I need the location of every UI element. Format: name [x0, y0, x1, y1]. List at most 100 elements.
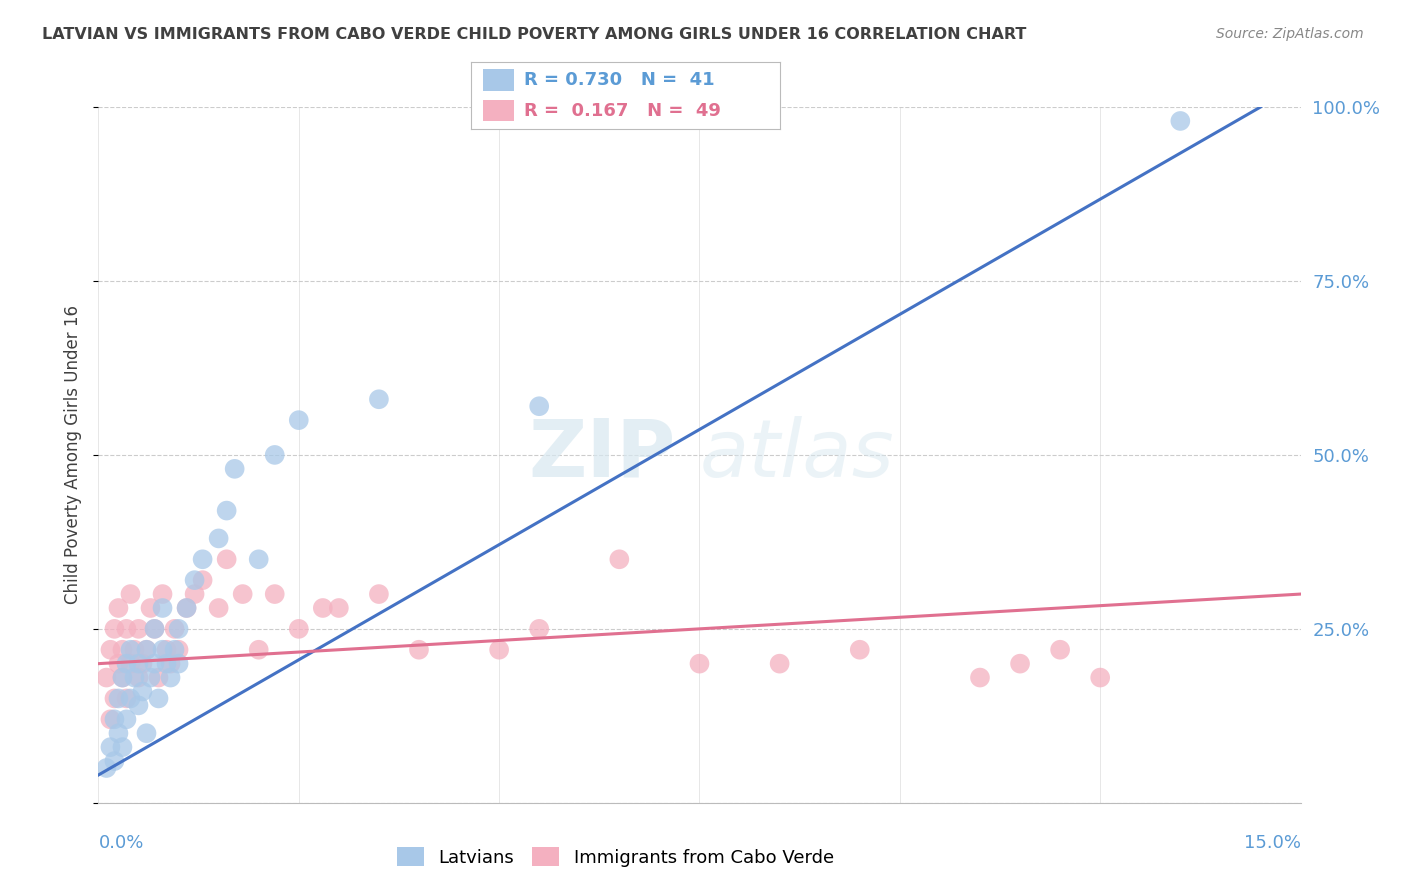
Point [96, 671, 118, 685]
Point [115, 622, 138, 636]
Text: atlas: atlas [700, 416, 894, 494]
Point [1049, 642, 1071, 657]
Point [107, 726, 129, 740]
Point [328, 601, 350, 615]
Point [115, 657, 138, 671]
Bar [484, 100, 515, 121]
Point [120, 642, 142, 657]
Point [529, 622, 551, 636]
Text: 0.0%: 0.0% [98, 834, 143, 852]
Bar [484, 70, 515, 91]
Point [368, 392, 391, 407]
Point [148, 691, 170, 706]
Point [120, 691, 142, 706]
Point [263, 448, 285, 462]
Point [191, 573, 214, 587]
Point [769, 657, 792, 671]
Point [135, 726, 157, 740]
Point [131, 657, 153, 671]
Point [139, 671, 162, 685]
Point [120, 657, 142, 671]
Point [609, 552, 631, 566]
Point [183, 587, 205, 601]
Point [159, 657, 181, 671]
Point [152, 587, 174, 601]
Point [143, 622, 166, 636]
Point [224, 462, 246, 476]
Point [488, 642, 510, 657]
Point [100, 642, 122, 657]
Text: LATVIAN VS IMMIGRANTS FROM CABO VERDE CHILD POVERTY AMONG GIRLS UNDER 16 CORRELA: LATVIAN VS IMMIGRANTS FROM CABO VERDE CH… [42, 27, 1026, 42]
Point [143, 657, 166, 671]
Point [152, 601, 174, 615]
Text: ZIP: ZIP [529, 416, 675, 494]
Point [100, 740, 122, 755]
Point [143, 622, 166, 636]
Point [689, 657, 711, 671]
Point [131, 684, 153, 698]
Text: R =  0.167   N =  49: R = 0.167 N = 49 [523, 102, 720, 120]
Point [408, 642, 430, 657]
Point [849, 642, 872, 657]
Point [128, 671, 150, 685]
Point [128, 698, 150, 713]
Point [107, 601, 129, 615]
Point [128, 657, 150, 671]
Point [208, 532, 231, 546]
Point [159, 671, 181, 685]
Point [103, 712, 125, 726]
Point [176, 601, 198, 615]
Point [163, 642, 186, 657]
Point [111, 642, 134, 657]
Point [232, 587, 254, 601]
Point [208, 601, 231, 615]
Point [135, 642, 157, 657]
Point [103, 691, 125, 706]
Text: 15.0%: 15.0% [1243, 834, 1301, 852]
Point [152, 642, 174, 657]
Point [1088, 671, 1111, 685]
Point [111, 740, 134, 755]
Point [215, 552, 238, 566]
Point [135, 642, 157, 657]
Point [155, 657, 177, 671]
Point [107, 657, 129, 671]
Legend: Latvians, Immigrants from Cabo Verde: Latvians, Immigrants from Cabo Verde [389, 840, 841, 874]
Point [167, 657, 190, 671]
Point [124, 671, 146, 685]
Point [368, 587, 391, 601]
Point [128, 622, 150, 636]
Point [155, 642, 177, 657]
Point [111, 671, 134, 685]
Point [107, 691, 129, 706]
Point [176, 601, 198, 615]
Point [163, 622, 186, 636]
Point [183, 573, 205, 587]
Point [100, 712, 122, 726]
Y-axis label: Child Poverty Among Girls Under 16: Child Poverty Among Girls Under 16 [65, 305, 83, 605]
Point [120, 587, 142, 601]
Point [1170, 114, 1192, 128]
Point [167, 622, 190, 636]
Point [969, 671, 991, 685]
Point [215, 503, 238, 517]
Point [1010, 657, 1032, 671]
Point [124, 642, 146, 657]
Point [111, 671, 134, 685]
Point [167, 642, 190, 657]
Point [139, 601, 162, 615]
Point [103, 622, 125, 636]
Point [247, 552, 270, 566]
Point [148, 671, 170, 685]
Point [529, 399, 551, 413]
Point [96, 761, 118, 775]
Point [263, 587, 285, 601]
Text: R = 0.730   N =  41: R = 0.730 N = 41 [523, 70, 714, 89]
Point [115, 691, 138, 706]
Point [191, 552, 214, 566]
Point [288, 413, 311, 427]
Point [103, 754, 125, 768]
Point [288, 622, 311, 636]
Point [247, 642, 270, 657]
Text: Source: ZipAtlas.com: Source: ZipAtlas.com [1216, 27, 1364, 41]
